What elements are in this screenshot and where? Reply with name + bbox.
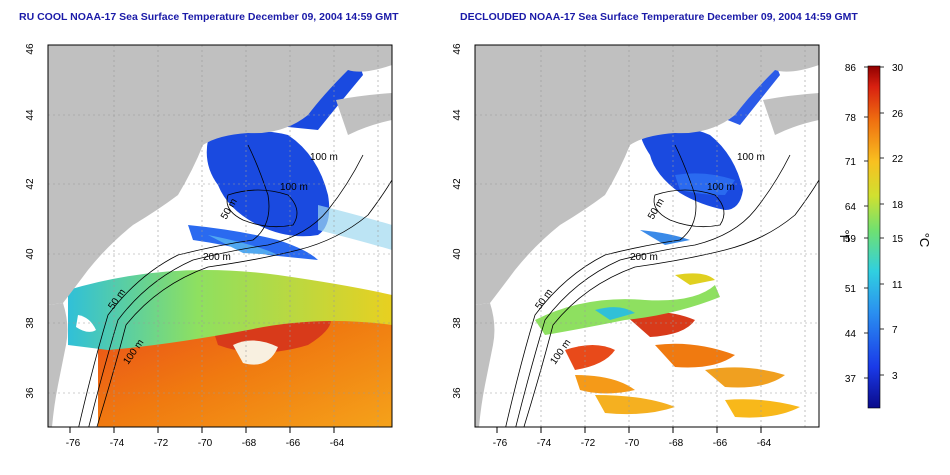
contour-label: 100 m bbox=[280, 182, 308, 193]
lat-tick: 38 bbox=[25, 317, 36, 329]
lat-tick: 38 bbox=[452, 317, 463, 329]
lon-tick: -68 bbox=[242, 438, 257, 449]
lat-tick: 46 bbox=[452, 43, 463, 55]
lat-axis-left: 36 38 40 42 44 46 bbox=[25, 43, 36, 399]
lon-tick: -70 bbox=[625, 438, 640, 449]
lon-tick: -70 bbox=[198, 438, 213, 449]
celsius-tick: 26 bbox=[892, 109, 904, 120]
fahrenheit-tick: 78 bbox=[845, 113, 857, 124]
celsius-tick: 15 bbox=[892, 234, 904, 245]
lon-tick: -64 bbox=[757, 438, 772, 449]
colorbar: 86 78 71 64 59 51 44 37 30 26 22 18 15 1… bbox=[828, 58, 950, 418]
lon-tick: -74 bbox=[110, 438, 125, 449]
celsius-tick: 22 bbox=[892, 154, 904, 165]
fahrenheit-unit: °F bbox=[837, 229, 852, 242]
celsius-tick: 7 bbox=[892, 325, 898, 336]
lon-axis-left: -76 -74 -72 -70 -68 -66 -64 bbox=[66, 427, 345, 449]
lat-tick: 40 bbox=[452, 248, 463, 260]
celsius-tick: 3 bbox=[892, 371, 898, 382]
lat-tick: 36 bbox=[25, 387, 36, 399]
sst-map-right: 100 m 100 m 200 m 50 m 50 m 100 m -76 -7… bbox=[445, 43, 820, 449]
contour-label: 200 m bbox=[203, 252, 231, 263]
lon-tick: -76 bbox=[493, 438, 508, 449]
lat-axis-right: 36 38 40 42 44 46 bbox=[452, 43, 463, 399]
lat-tick: 46 bbox=[25, 43, 36, 55]
lon-tick: -72 bbox=[154, 438, 169, 449]
lon-tick: -76 bbox=[66, 438, 81, 449]
lon-tick: -66 bbox=[286, 438, 301, 449]
lat-tick: 44 bbox=[452, 109, 463, 121]
fahrenheit-tick: 64 bbox=[845, 202, 857, 213]
fahrenheit-tick: 44 bbox=[845, 329, 857, 340]
celsius-unit: °C bbox=[917, 233, 932, 248]
fahrenheit-tick: 86 bbox=[845, 63, 857, 74]
fahrenheit-tick: 51 bbox=[845, 284, 857, 295]
fahrenheit-tick: 37 bbox=[845, 374, 857, 385]
panel-title-left: RU COOL NOAA-17 Sea Surface Temperature … bbox=[19, 11, 399, 23]
celsius-tick: 30 bbox=[892, 63, 904, 74]
lat-tick: 44 bbox=[25, 109, 36, 121]
lon-axis-right: -76 -74 -72 -70 -68 -66 -64 bbox=[493, 427, 772, 449]
lon-tick: -64 bbox=[330, 438, 345, 449]
lon-tick: -66 bbox=[713, 438, 728, 449]
panel-title-right: DECLOUDED NOAA-17 Sea Surface Temperatur… bbox=[460, 11, 858, 23]
contour-label: 100 m bbox=[310, 152, 338, 163]
lat-tick: 40 bbox=[25, 248, 36, 260]
sst-map-left: 100 m 100 m 200 m 50 m 50 m 100 m -76 -7… bbox=[18, 43, 393, 449]
celsius-tick: 18 bbox=[892, 200, 904, 211]
lon-tick: -72 bbox=[581, 438, 596, 449]
lon-tick: -74 bbox=[537, 438, 552, 449]
lat-tick: 42 bbox=[25, 178, 36, 190]
celsius-tick: 11 bbox=[892, 280, 903, 291]
lat-tick: 42 bbox=[452, 178, 463, 190]
fahrenheit-tick: 71 bbox=[845, 157, 857, 168]
fahrenheit-tick: 59 bbox=[845, 234, 857, 245]
lon-tick: -68 bbox=[669, 438, 684, 449]
contour-label: 100 m bbox=[737, 152, 765, 163]
contour-label: 200 m bbox=[630, 252, 658, 263]
lat-tick: 36 bbox=[452, 387, 463, 399]
contour-label: 100 m bbox=[707, 182, 735, 193]
